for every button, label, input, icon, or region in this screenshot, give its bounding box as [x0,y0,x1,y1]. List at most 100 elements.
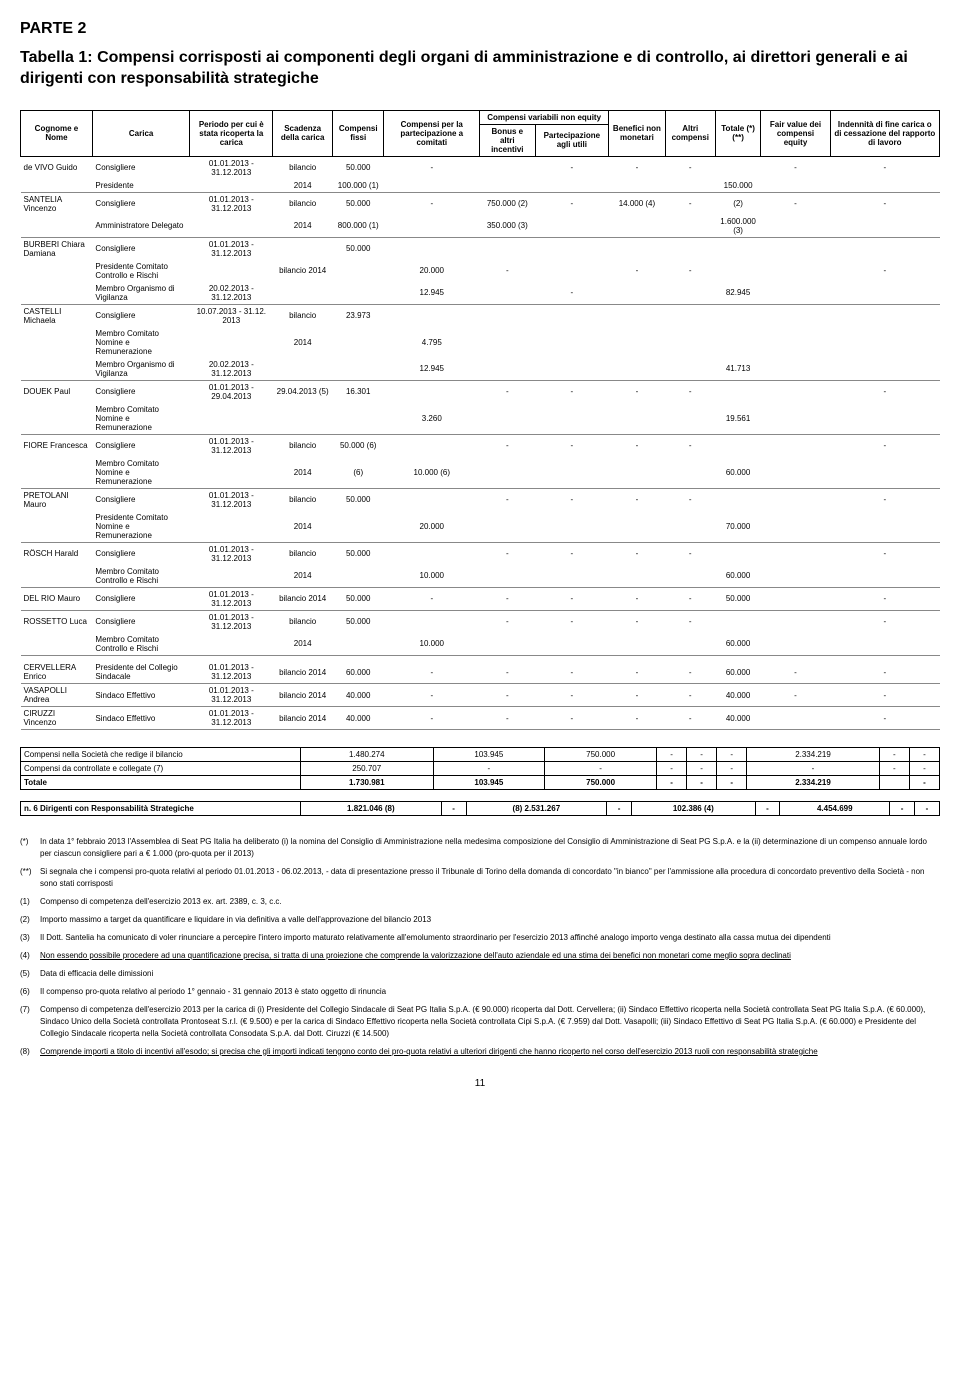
cell: - [384,156,480,179]
cell: (6) [333,457,384,489]
cell [21,282,93,305]
cell [333,565,384,588]
cell: 50.000 [715,587,761,610]
compensation-table: Cognome e Nome Carica Periodo per cui è … [20,110,940,736]
cell: 01.01.2013 - 31.12.2013 [190,156,273,179]
parte-label: PARTE 2 [20,20,940,38]
footnotes: (*)In data 1° febbraio 2013 l'Assemblea … [20,836,940,1058]
cell: DEL RIO Mauro [21,587,93,610]
cell [21,179,93,193]
cell: 10.000 (6) [384,457,480,489]
cell: 2014 [273,565,333,588]
cell: - [609,684,666,707]
cell [535,565,609,588]
cell: - [609,707,666,730]
cell: 1.480.274 [301,747,434,761]
cell: bilancio 2014 [273,684,333,707]
th-bonus: Bonus e altri incentivi [480,124,535,156]
cell [761,282,830,305]
th-indennita: Indennità di fine carica o di cessazione… [830,110,939,156]
cell [535,511,609,543]
cell: 50.000 [333,192,384,215]
cell [190,327,273,358]
cell: - [687,761,717,775]
cell: - [657,747,687,761]
cell [715,237,761,260]
th-scadenza: Scadenza della carica [273,110,333,156]
cell: - [535,434,609,457]
cell: - [830,434,939,457]
cell: - [909,747,939,761]
table-row: BURBERI Chiara DamianaConsigliere01.01.2… [21,237,940,260]
cell: bilancio 2014 [273,661,333,684]
cell: 82.945 [715,282,761,305]
table-row: Presidente2014100.000 (1)150.000 [21,179,940,193]
cell: Consigliere [92,237,189,260]
cell: - [480,542,535,565]
cell [665,358,715,381]
cell [535,633,609,656]
cell [830,282,939,305]
cell [665,179,715,193]
cell: RÖSCH Harald [21,542,93,565]
cell: - [687,747,717,761]
cell: 29.04.2013 (5) [273,380,333,403]
cell [830,215,939,238]
cell: BURBERI Chiara Damiana [21,237,93,260]
cell: 2.334.219 [747,775,880,789]
cell: 2014 [273,215,333,238]
cell [830,358,939,381]
cell: - [879,747,909,761]
cell: - [761,684,830,707]
cell [715,304,761,327]
table-row: CIRUZZI VincenzoSindaco Effettivo01.01.2… [21,707,940,730]
cell [333,511,384,543]
cell: - [607,801,632,815]
cell [384,304,480,327]
cell: - [384,192,480,215]
cell [761,380,830,403]
cell [190,260,273,282]
cell: 60.000 [715,661,761,684]
cell [715,434,761,457]
cell [715,156,761,179]
cell [535,215,609,238]
table-row: FIORE FrancescaConsigliere01.01.2013 - 3… [21,434,940,457]
cell: - [609,610,666,633]
th-cognome: Cognome e Nome [21,110,93,156]
cell [761,434,830,457]
cell: 2014 [273,327,333,358]
cell: 16.301 [333,380,384,403]
cell [715,488,761,511]
cell: 14.000 (4) [609,192,666,215]
cell [761,707,830,730]
cell: - [665,542,715,565]
cell: 20.02.2013 - 31.12.2013 [190,282,273,305]
cell: Membro Comitato Nomine e Remunerazione [92,457,189,489]
cell: - [717,747,747,761]
cell: 19.561 [715,403,761,435]
cell [333,260,384,282]
cell: 20.02.2013 - 31.12.2013 [190,358,273,381]
footnote: (4)Non essendo possibile procedere ad un… [20,950,940,962]
cell [761,511,830,543]
cell: ROSSETTO Luca [21,610,93,633]
cell: - [609,587,666,610]
cell [333,403,384,435]
cell: - [480,707,535,730]
cell [21,327,93,358]
cell: 12.945 [384,358,480,381]
cell: Membro Organismo di Vigilanza [92,358,189,381]
cell: 1.730.981 [301,775,434,789]
th-partecip: Partecipazione agli utili [535,124,609,156]
cell: - [441,801,466,815]
cell: - [480,380,535,403]
cell: 50.000 [333,237,384,260]
cell [609,457,666,489]
cell: CASTELLI Michaela [21,304,93,327]
cell [609,633,666,656]
cell [384,434,480,457]
footnote: (7)Compenso di competenza dell'esercizio… [20,1004,940,1040]
cell [715,260,761,282]
footnote: (6)Il compenso pro-quota relativo al per… [20,986,940,998]
